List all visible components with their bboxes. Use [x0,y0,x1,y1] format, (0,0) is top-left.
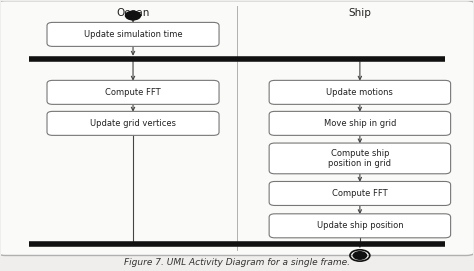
Circle shape [353,252,366,259]
FancyBboxPatch shape [0,1,474,256]
FancyBboxPatch shape [47,111,219,136]
Text: Update grid vertices: Update grid vertices [90,119,176,128]
FancyBboxPatch shape [269,214,451,238]
FancyBboxPatch shape [47,80,219,104]
Circle shape [126,11,141,20]
FancyBboxPatch shape [269,80,451,104]
Text: Compute FFT: Compute FFT [332,189,388,198]
Text: Ship: Ship [348,8,371,18]
Text: Update motions: Update motions [327,88,393,97]
FancyBboxPatch shape [269,182,451,205]
Text: Move ship in grid: Move ship in grid [324,119,396,128]
FancyBboxPatch shape [269,143,451,174]
Text: Update ship position: Update ship position [317,221,403,230]
Text: Compute ship
position in grid: Compute ship position in grid [328,149,392,168]
FancyBboxPatch shape [47,22,219,46]
FancyBboxPatch shape [269,111,451,136]
Text: Update simulation time: Update simulation time [84,30,182,39]
Text: Figure 7. UML Activity Diagram for a single frame.: Figure 7. UML Activity Diagram for a sin… [124,258,350,267]
Text: Compute FFT: Compute FFT [105,88,161,97]
Text: Ocean: Ocean [116,8,150,18]
